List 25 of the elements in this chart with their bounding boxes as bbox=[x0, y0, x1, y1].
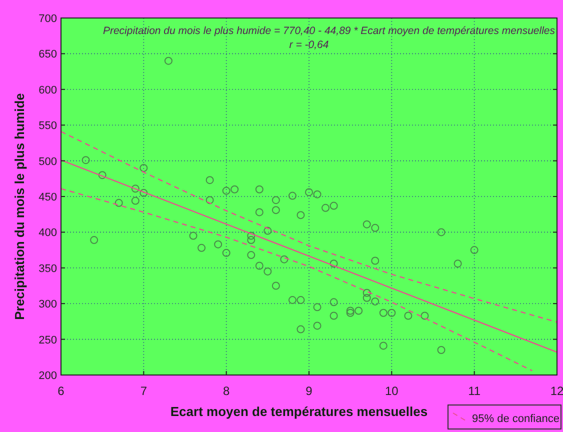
y-tick-label: 250 bbox=[38, 334, 57, 346]
text: r = -0,64 bbox=[289, 39, 329, 51]
text: Precipitation du mois le plus humide = 770,40 - 44,89 * Ecart moyen de températures mensuelles bbox=[102, 25, 556, 37]
x-tick-label: 12 bbox=[550, 384, 563, 398]
y-tick-label: 600 bbox=[38, 84, 57, 96]
x-axis-title: Ecart moyen de températures mensuelles bbox=[170, 404, 428, 419]
y-tick-label: 350 bbox=[38, 262, 57, 275]
y-tick-label: 700 bbox=[38, 13, 57, 25]
line-series bbox=[60, 130, 558, 323]
x-tick-label: 9 bbox=[306, 384, 313, 398]
x-tick-label: 10 bbox=[384, 384, 399, 398]
y-axis-title: Precipitation du mois le plus humide bbox=[12, 93, 27, 320]
y-tick-label: 200 bbox=[38, 370, 57, 382]
x-tick-label: 7 bbox=[140, 384, 148, 398]
x-tick-label: 11 bbox=[468, 384, 481, 398]
x-tick-label: 8 bbox=[222, 384, 230, 398]
y-tick-label: 300 bbox=[38, 298, 57, 311]
y-tick-label: 550 bbox=[38, 120, 57, 132]
y-tick-label: 400 bbox=[38, 227, 57, 240]
legend-label: 95% de confiance bbox=[472, 413, 560, 425]
x-tick-label: 6 bbox=[58, 384, 65, 398]
y-tick-label: 500 bbox=[38, 156, 57, 168]
y-tick-label: 450 bbox=[38, 192, 57, 204]
line-series bbox=[60, 188, 533, 372]
y-tick-label: 650 bbox=[38, 48, 57, 61]
